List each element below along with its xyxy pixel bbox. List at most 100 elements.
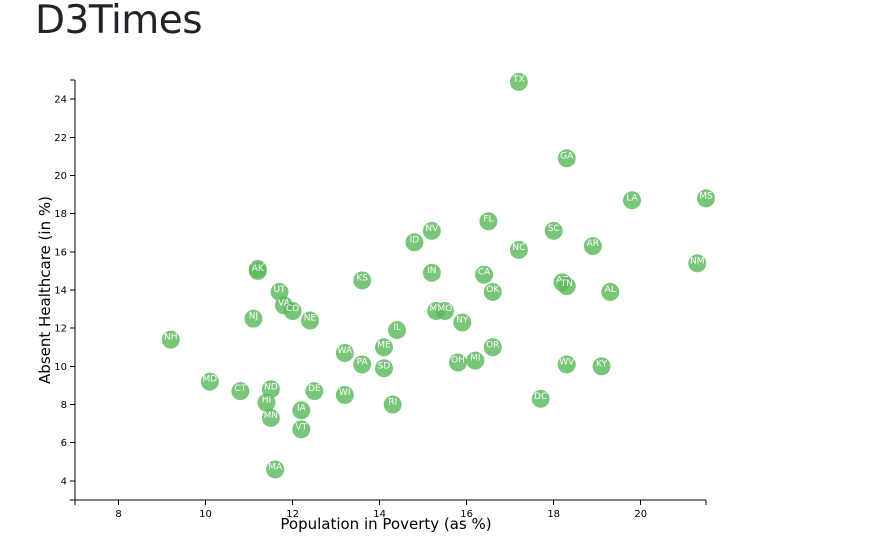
data-point[interactable]: NV [422,221,441,240]
data-point[interactable]: KS [353,271,372,290]
point-marker[interactable] [353,355,372,374]
data-point[interactable]: MO [435,302,454,320]
data-point[interactable]: OH [448,353,467,372]
point-label: FL [483,214,493,224]
data-point[interactable]: MD [200,372,219,391]
x-axis-label[interactable]: Population in Poverty (as %) [280,515,491,533]
data-point[interactable]: IN [422,263,441,282]
data-point[interactable]: CA [475,265,494,284]
data-point[interactable]: CT [231,382,250,401]
point-marker[interactable] [374,338,393,357]
point-marker[interactable] [435,302,454,320]
point-marker[interactable] [509,72,528,91]
point-marker[interactable] [601,282,620,301]
data-point[interactable]: MS [697,189,715,208]
data-point[interactable]: SD [374,359,393,378]
data-point[interactable]: TX [509,72,528,91]
data-point[interactable]: NC [509,240,528,259]
data-point[interactable]: WA [335,344,354,362]
point-marker[interactable] [583,237,602,256]
data-point[interactable]: RI [383,395,402,414]
point-label: RI [388,398,397,408]
point-label: AK [252,264,265,274]
data-point[interactable]: NM [688,254,707,273]
point-marker[interactable] [300,311,319,330]
point-marker[interactable] [335,386,354,404]
data-point[interactable]: ME [374,338,393,357]
point-marker[interactable] [697,189,715,208]
point-marker[interactable] [353,271,372,290]
data-point[interactable]: KY [592,357,611,376]
point-marker[interactable] [557,149,576,168]
data-point[interactable]: SC [544,221,563,240]
point-marker[interactable] [305,382,324,401]
data-point[interactable]: MA [266,460,285,479]
point-marker[interactable] [248,261,267,280]
point-marker[interactable] [422,221,441,240]
point-marker[interactable] [422,263,441,282]
point-marker[interactable] [509,240,528,259]
data-point[interactable]: OR [483,338,502,357]
point-marker[interactable] [200,372,219,391]
data-point[interactable]: GA [557,149,576,168]
data-point[interactable]: OK [483,282,502,301]
data-point[interactable]: IA [292,401,311,420]
point-marker[interactable] [244,309,263,328]
point-label: CT [234,384,246,394]
point-marker[interactable] [475,265,494,284]
point-marker[interactable] [531,389,550,408]
point-marker[interactable] [231,382,250,401]
point-marker[interactable] [623,191,642,210]
data-point[interactable]: CO [283,302,302,320]
data-point[interactable]: NY [453,313,472,332]
data-point[interactable]: TN [557,277,576,296]
point-marker[interactable] [261,408,280,427]
point-marker[interactable] [592,357,611,376]
data-point[interactable]: WI [335,386,354,404]
data-point[interactable]: DE [305,382,324,401]
point-marker[interactable] [483,282,502,301]
point-label: UT [273,285,286,295]
data-point[interactable]: WV [557,355,576,374]
point-marker[interactable] [257,393,276,412]
data-point[interactable]: AK [248,261,267,280]
data-point[interactable]: MN [261,408,280,427]
point-marker[interactable] [292,420,311,439]
data-point[interactable]: HI [257,393,276,412]
data-point[interactable]: VT [292,420,311,439]
point-marker[interactable] [544,221,563,240]
point-marker[interactable] [688,254,707,273]
point-marker[interactable] [479,212,498,231]
point-marker[interactable] [557,277,576,296]
x-tick-label: 14 [373,509,386,520]
point-marker[interactable] [453,313,472,332]
data-point[interactable]: ID [405,233,424,252]
data-point[interactable]: MI [466,351,485,370]
data-point[interactable]: AR [583,237,602,256]
point-marker[interactable] [483,338,502,357]
data-point[interactable]: DC [531,389,550,408]
point-marker[interactable] [161,330,180,349]
data-point[interactable]: NH [161,330,180,349]
point-marker[interactable] [266,460,285,479]
point-marker[interactable] [448,353,467,372]
point-marker[interactable] [405,233,424,252]
point-marker[interactable] [292,401,311,420]
point-marker[interactable] [374,359,393,378]
data-point[interactable]: AL [601,282,620,301]
point-marker[interactable] [335,344,354,362]
data-point[interactable]: NE [300,311,319,330]
page-title: D3Times [35,0,203,43]
point-marker[interactable] [383,395,402,414]
data-point[interactable]: IL [388,321,407,340]
point-marker[interactable] [466,351,485,370]
data-point[interactable]: PA [353,355,372,374]
point-marker[interactable] [388,321,407,340]
point-marker[interactable] [283,302,302,320]
y-tick-label: 10 [54,362,67,373]
data-point[interactable]: NJ [244,309,263,328]
point-marker[interactable] [557,355,576,374]
data-point[interactable]: LA [623,191,642,210]
y-axis-label[interactable]: Absent Healthcare (in %) [36,196,54,384]
data-point[interactable]: FL [479,212,498,231]
